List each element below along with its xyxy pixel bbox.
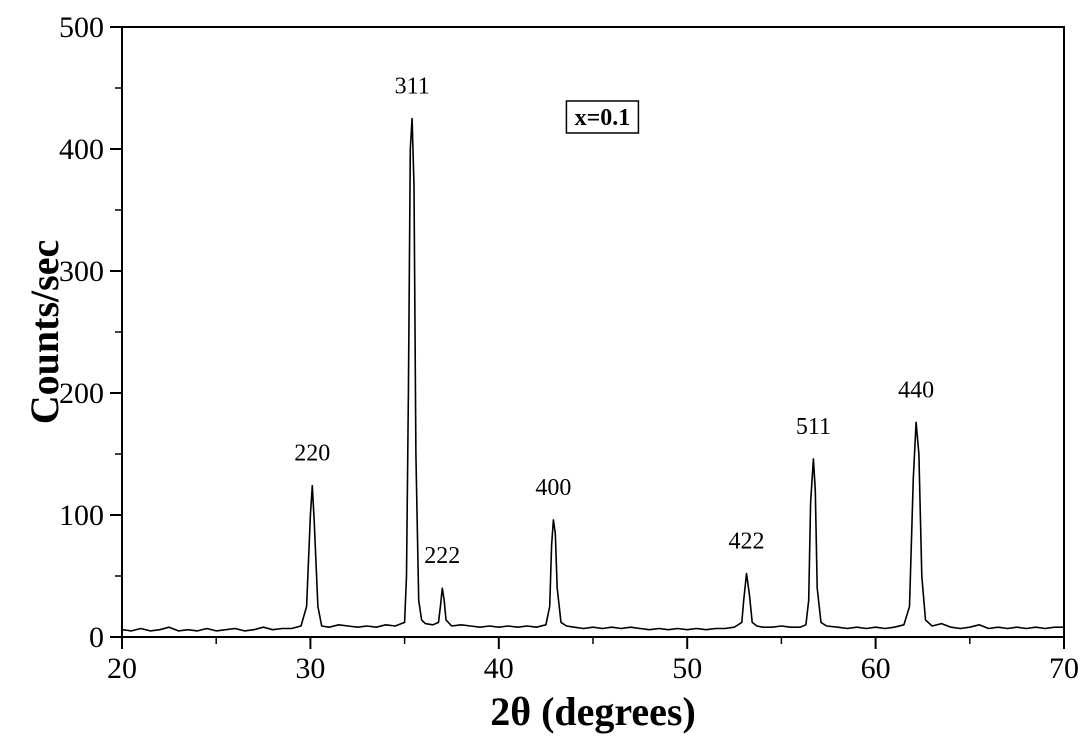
x-tick-label: 70 xyxy=(1049,652,1079,685)
peak-annotations: 220 311 222 400 422 511 440 xyxy=(294,74,934,570)
y-tick-label: 400 xyxy=(59,133,104,166)
peak-label-311: 311 xyxy=(395,74,430,100)
y-axis-title: Counts/sec xyxy=(22,240,67,424)
legend-label: x=0.1 xyxy=(575,105,631,131)
y-tick-label: 500 xyxy=(59,11,104,44)
x-axis-title: 2θ (degrees) xyxy=(490,689,696,734)
axis-tick-labels: 20 30 40 50 60 70 0 100 200 300 400 500 xyxy=(59,11,1079,685)
peak-label-440: 440 xyxy=(898,377,934,403)
x-tick-label: 30 xyxy=(295,652,325,685)
y-tick-label: 200 xyxy=(59,377,104,410)
legend-frame xyxy=(565,100,640,134)
axis-ticks xyxy=(110,26,1065,649)
peak-label-400: 400 xyxy=(535,475,571,501)
x-tick-label: 50 xyxy=(672,652,702,685)
x-tick-label: 40 xyxy=(484,652,514,685)
x-tick-label: 60 xyxy=(861,652,891,685)
y-tick-label: 300 xyxy=(59,255,104,288)
x-tick-label: 20 xyxy=(107,652,137,685)
y-tick-label: 100 xyxy=(59,499,104,532)
y-tick-label: 0 xyxy=(89,621,104,654)
peak-label-422: 422 xyxy=(729,529,765,555)
legend-box: x=0.1 xyxy=(565,100,640,134)
series-line-xrd-pattern xyxy=(121,117,1064,632)
peak-label-222: 222 xyxy=(424,543,460,569)
peak-label-220: 220 xyxy=(294,441,330,467)
peak-label-511: 511 xyxy=(796,414,831,440)
